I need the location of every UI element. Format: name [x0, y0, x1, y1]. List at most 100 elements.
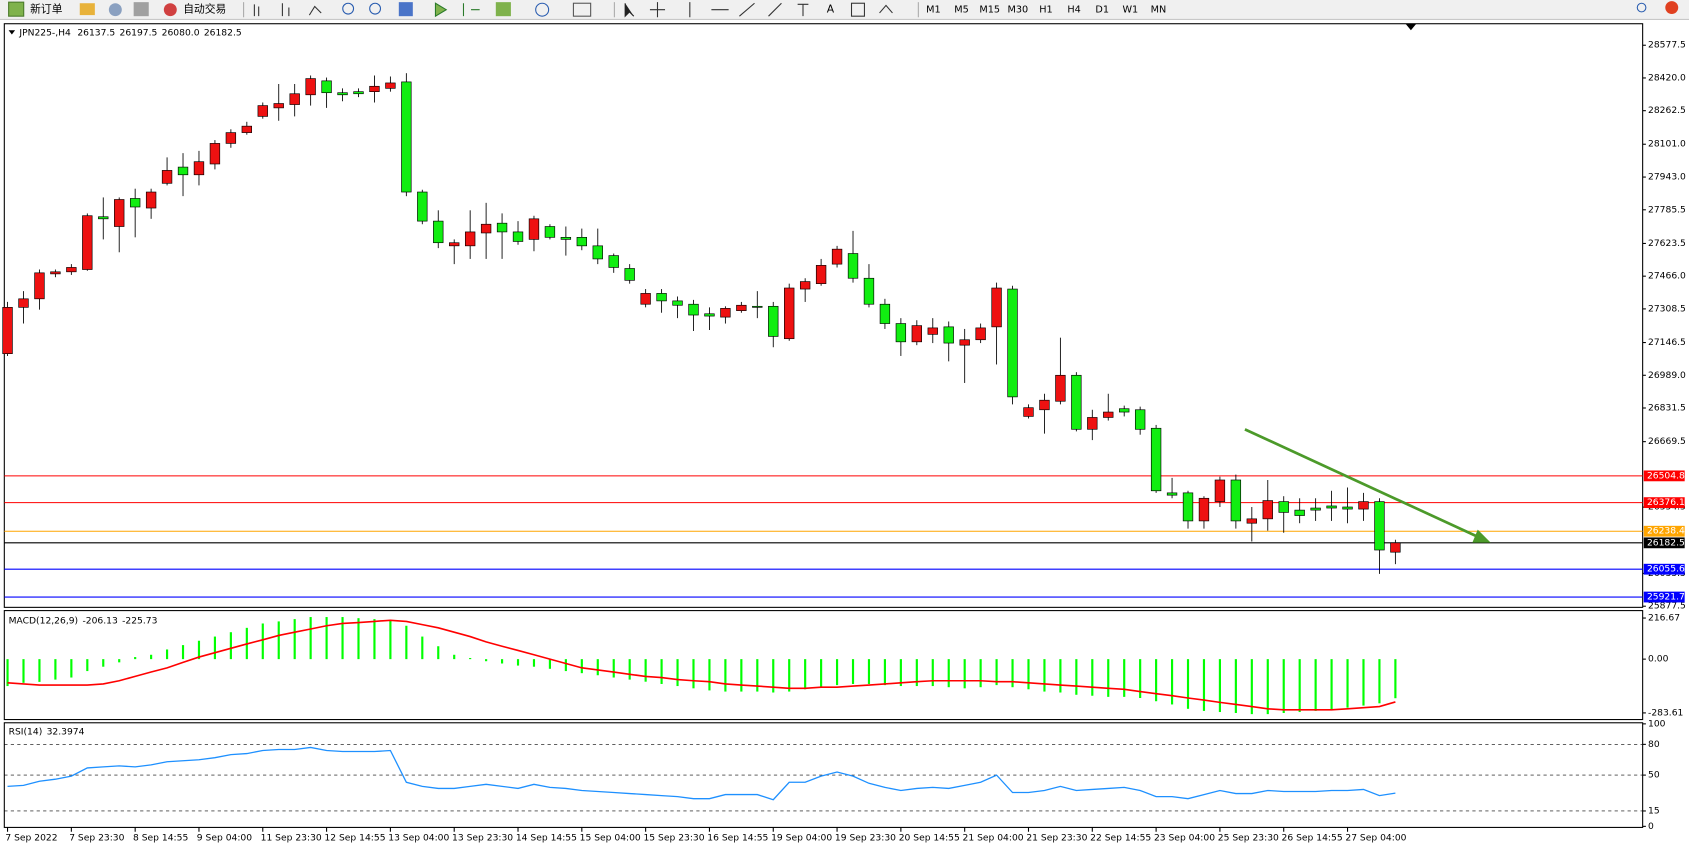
timeframe-button[interactable]: H1 — [1039, 5, 1052, 16]
level-label-bg — [1643, 591, 1685, 603]
icon[interactable] — [133, 2, 149, 17]
tile-windows[interactable] — [398, 2, 413, 17]
candle-body — [1055, 374, 1066, 402]
macd-bar — [1155, 659, 1158, 702]
candle-body — [1374, 501, 1385, 551]
candle-body — [114, 199, 125, 227]
y-tick-label: 27623.5 — [1648, 238, 1686, 249]
macd-bar — [261, 623, 264, 660]
x-tick-label: 19 Sep 23:30 — [835, 833, 896, 844]
timeframe-button[interactable]: W1 — [1122, 5, 1138, 16]
timeframe-button[interactable]: M15 — [979, 5, 1000, 16]
candle-body — [799, 281, 811, 290]
macd-bar — [357, 618, 360, 660]
candle-body — [1150, 427, 1162, 492]
macd-bar — [628, 659, 631, 680]
macd-bar — [70, 659, 73, 678]
arrows-tool[interactable] — [879, 4, 893, 14]
macd-header: MACD(12,26,9) -206.13 -225.73 — [9, 615, 158, 626]
macd-bar — [1139, 659, 1142, 699]
candle-body — [161, 170, 173, 184]
toolbar: 新订单 自动交易 A — [0, 0, 1689, 20]
macd-bar — [1266, 659, 1269, 715]
y-tick-label: 50 — [1648, 770, 1660, 781]
y-tick-label: 15 — [1648, 805, 1660, 816]
notifications[interactable] — [1665, 1, 1679, 15]
templates[interactable] — [572, 2, 592, 17]
auto-trading-icon[interactable] — [163, 3, 177, 17]
new-order-button[interactable]: 新订单 — [30, 3, 63, 16]
timeframe-button[interactable]: H4 — [1067, 5, 1080, 16]
trend-arrow-head — [1472, 529, 1491, 543]
y-tick-label: 28577.5 — [1648, 40, 1686, 51]
search[interactable] — [1636, 2, 1647, 13]
macd-bar — [38, 659, 41, 682]
icon[interactable] — [79, 3, 95, 16]
timeframe-button[interactable]: D1 — [1095, 5, 1109, 16]
x-tick-label: 21 Sep 04:00 — [963, 833, 1024, 844]
cursor-tool[interactable] — [624, 3, 635, 18]
macd-bar — [851, 659, 855, 684]
drawing-tools[interactable] — [649, 2, 809, 18]
zoom-in[interactable] — [342, 2, 355, 15]
scroll-icons[interactable] — [434, 2, 480, 18]
macd-bar — [947, 659, 950, 688]
macd-bar — [915, 659, 918, 687]
icon[interactable] — [108, 3, 122, 17]
candle-body — [991, 287, 1002, 328]
macd-bar — [1202, 659, 1206, 711]
timeframe-button[interactable]: M1 — [926, 5, 941, 16]
timeframe-button[interactable]: M5 — [954, 5, 969, 16]
level-label: 26182.5 — [1647, 537, 1685, 548]
macd-bar — [309, 617, 312, 660]
x-tick-label: 16 Sep 14:55 — [707, 833, 768, 844]
candle-body — [1262, 500, 1273, 520]
macd-bar — [979, 659, 982, 688]
candle-body — [704, 313, 715, 317]
x-tick-label: 7 Sep 2022 — [5, 833, 57, 844]
text-tool[interactable]: A — [827, 3, 835, 16]
candle-body — [608, 255, 619, 268]
candle-body — [624, 268, 635, 281]
macd-bar — [1186, 659, 1190, 709]
macd-bar — [181, 645, 185, 660]
candle-body — [1278, 501, 1289, 513]
macd-bar — [899, 659, 902, 687]
x-tick-label: 9 Sep 04:00 — [197, 833, 252, 844]
macd-bar — [676, 659, 679, 687]
timeframe-button[interactable]: MN — [1151, 5, 1167, 16]
zoom-out[interactable] — [369, 2, 382, 15]
toolbar-bg — [0, 0, 1689, 20]
candle-body — [560, 236, 572, 240]
macd-bar — [197, 640, 201, 660]
x-tick-label: 22 Sep 14:55 — [1090, 833, 1151, 844]
candle-body — [1326, 505, 1337, 509]
macd-bar — [963, 659, 966, 689]
candle-body — [895, 323, 907, 343]
candle-body — [927, 327, 938, 335]
candle-body — [82, 215, 93, 270]
candle-body — [863, 277, 875, 305]
macd-bar — [1330, 659, 1333, 710]
candle-body — [289, 93, 300, 105]
macd-bar — [1170, 659, 1174, 705]
y-tick-label: 27466.0 — [1648, 271, 1686, 282]
macd-bar — [532, 659, 536, 667]
candle-body — [449, 242, 460, 247]
macd-bar — [1043, 659, 1046, 692]
auto-trading-button[interactable]: 自动交易 — [183, 3, 226, 16]
new-order-icon[interactable] — [8, 1, 25, 17]
chart-type-icons[interactable] — [253, 3, 322, 17]
label-tool[interactable] — [850, 2, 865, 17]
candle-body — [576, 236, 588, 247]
macd-bar — [1027, 659, 1030, 690]
indicators[interactable] — [495, 2, 511, 17]
periods[interactable] — [535, 2, 550, 17]
candle-body — [815, 265, 827, 284]
candle-body — [209, 143, 221, 165]
macd-bar — [1378, 659, 1381, 704]
candle-body — [1358, 501, 1369, 510]
candle-body — [18, 298, 29, 308]
timeframe-button[interactable]: M30 — [1007, 5, 1028, 16]
